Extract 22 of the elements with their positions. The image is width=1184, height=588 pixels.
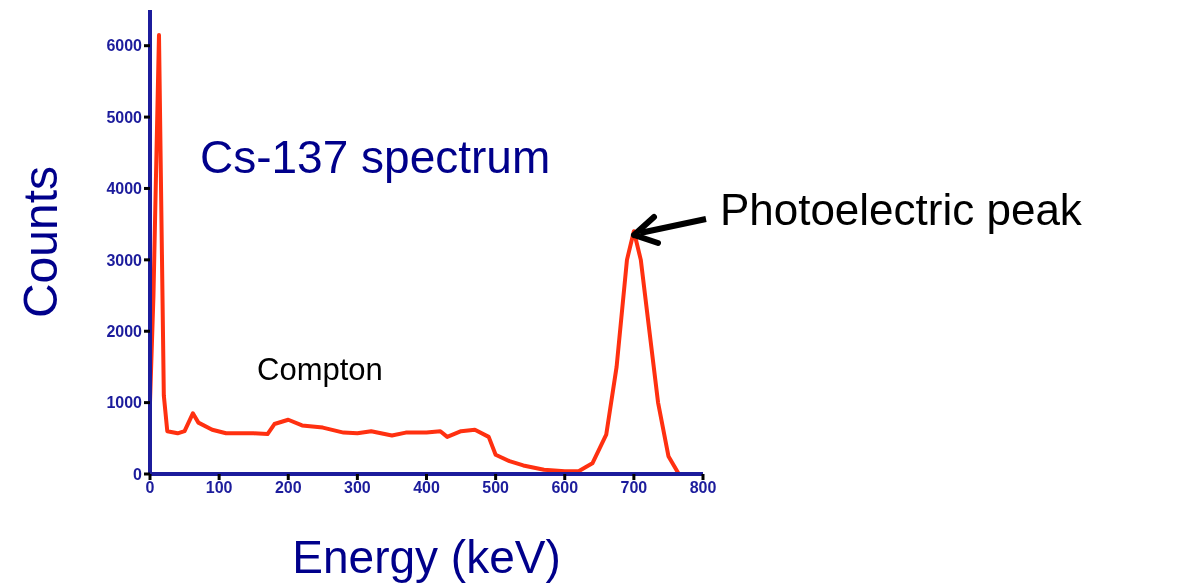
annotation: Compton [257, 352, 383, 388]
line-series [150, 32, 681, 474]
x-axis-title: Energy (keV) [291, 530, 562, 584]
x-tick-label: 200 [274, 479, 302, 497]
x-tick-label: 500 [482, 479, 510, 497]
annotation: Photoelectric peak [719, 185, 1082, 236]
y-tick-label: 4000 [106, 180, 143, 198]
x-tick-label: 700 [620, 479, 648, 497]
text: Cs-137 spectrum [200, 130, 551, 184]
y-tick-label: 2000 [106, 322, 143, 340]
y-tick-label: 3000 [106, 251, 143, 269]
x-tick-label: 300 [344, 479, 371, 497]
y-tick-label: 5000 [106, 108, 143, 126]
y-tick-label: 0 [133, 465, 143, 483]
x-tick-label: 0 [145, 479, 155, 497]
y-tick-label: 6000 [106, 37, 143, 55]
y-tick-label: 1000 [106, 394, 143, 412]
x-tick-label: 400 [413, 479, 440, 497]
x-tick-label: 800 [689, 479, 717, 497]
x-tick-label: 600 [551, 479, 579, 497]
y-axis-title: Counts [12, 165, 68, 319]
x-tick-label: 100 [205, 479, 233, 497]
